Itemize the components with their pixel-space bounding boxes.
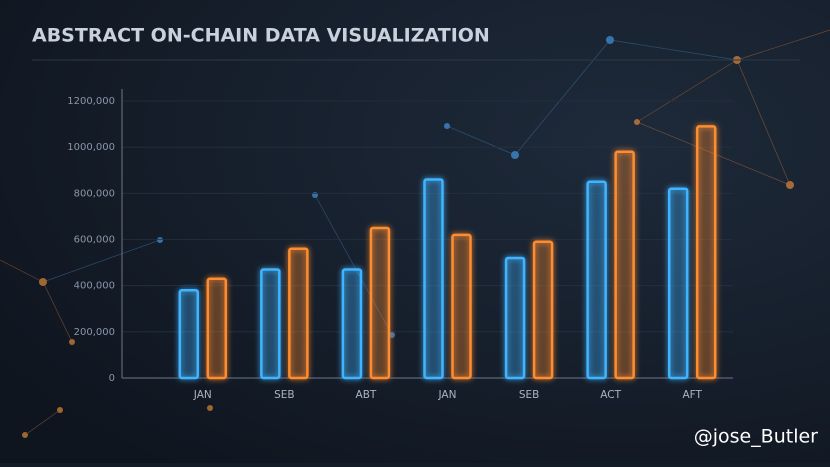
x-tick-label: JAN [193, 389, 212, 401]
bar [341, 268, 363, 380]
y-tick-label: 1000,000 [67, 142, 115, 153]
x-tick-label: AFT [682, 389, 702, 401]
y-tick-label: 1200,000 [67, 96, 115, 107]
y-tick-label: 400,000 [74, 281, 115, 292]
y-tick-label: 200,000 [74, 327, 115, 338]
y-tick-label: 0 [109, 373, 115, 384]
x-tick-label: ABT [356, 389, 377, 401]
bar [504, 256, 526, 380]
bar [586, 180, 607, 380]
x-tick-label: SEB [519, 389, 540, 401]
bar [288, 247, 309, 380]
bar [451, 233, 472, 380]
x-tick-label: JAN [438, 389, 457, 401]
chart-title: ABSTRACT ON-CHAIN DATA VISUALIZATION [32, 25, 490, 47]
bar [178, 289, 200, 380]
bar [423, 178, 444, 380]
bar [369, 226, 391, 380]
y-tick-label: 600,000 [74, 235, 115, 246]
bar [614, 150, 635, 380]
watermark: @jose_Butler [694, 426, 818, 448]
x-tick-label: SEB [274, 389, 295, 401]
bar [260, 268, 281, 380]
bar [532, 240, 554, 380]
bar [667, 187, 689, 380]
x-tick-label: ACT [600, 389, 621, 401]
bar [206, 277, 228, 380]
y-tick-label: 800,000 [74, 188, 115, 199]
bar [695, 125, 717, 380]
